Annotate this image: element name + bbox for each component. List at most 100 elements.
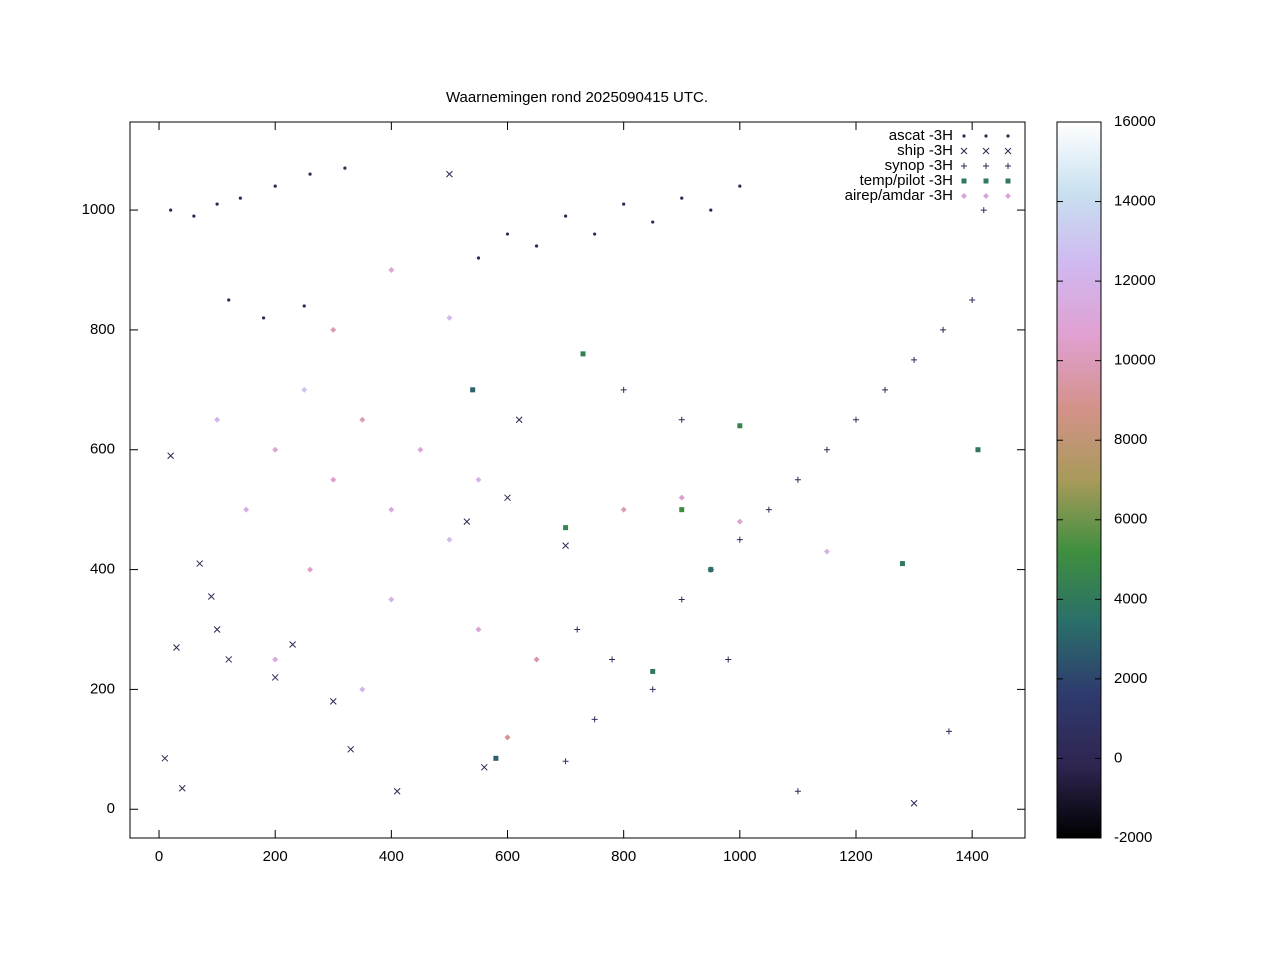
data-point <box>446 536 453 543</box>
data-point <box>169 208 173 212</box>
data-point <box>493 755 499 761</box>
data-point <box>359 416 366 423</box>
plot-area <box>161 166 987 807</box>
y-tick-label: 1000 <box>82 201 115 218</box>
data-point <box>446 170 453 178</box>
legend-marker <box>1005 193 1011 199</box>
data-point <box>504 494 511 502</box>
data-point <box>173 644 180 651</box>
legend-marker <box>1006 134 1010 138</box>
legend-marker <box>982 147 990 155</box>
data-point <box>504 734 511 741</box>
data-point <box>243 506 250 513</box>
legend-label: synop -3H <box>885 157 953 174</box>
legend-marker <box>961 178 967 184</box>
data-point <box>911 356 918 363</box>
data-point <box>678 494 685 501</box>
data-point <box>794 788 801 795</box>
x-tick-label: 400 <box>379 848 404 865</box>
data-point <box>562 758 569 765</box>
data-point <box>308 172 312 176</box>
data-point <box>480 763 488 771</box>
data-point <box>620 386 627 393</box>
legend-marker <box>1004 147 1012 155</box>
data-point <box>969 296 976 303</box>
data-point <box>470 387 476 393</box>
data-point <box>225 656 233 663</box>
x-tick-label: 1000 <box>723 848 756 865</box>
colorbar-label: -2000 <box>1114 829 1152 846</box>
legend-label: ship -3H <box>897 142 953 159</box>
data-point <box>388 506 395 513</box>
data-point <box>709 208 713 212</box>
data-point <box>737 423 743 429</box>
legend-marker <box>961 163 967 169</box>
chart-title: Waarnemingen rond 2025090415 UTC. <box>446 89 708 106</box>
colorbar-label: 0 <box>1114 749 1122 766</box>
data-point <box>271 674 279 681</box>
data-point <box>794 476 801 483</box>
data-point <box>738 184 742 188</box>
legend-label: ascat -3H <box>889 127 953 144</box>
data-point <box>261 316 266 320</box>
data-point <box>580 351 586 357</box>
data-point <box>823 446 830 453</box>
x-tick-label: 200 <box>263 848 288 865</box>
data-point <box>417 446 424 453</box>
data-point <box>347 745 355 753</box>
legend-marker <box>983 178 989 184</box>
data-point <box>574 626 581 633</box>
legend-label: airep/amdar -3H <box>845 187 953 204</box>
data-point <box>505 232 510 236</box>
data-point <box>302 304 306 308</box>
legend-marker <box>1005 178 1011 184</box>
data-point <box>852 416 859 423</box>
data-point <box>945 728 952 735</box>
data-point <box>388 596 395 603</box>
x-tick-label: 800 <box>611 848 636 865</box>
data-point <box>651 220 655 224</box>
data-point <box>329 698 337 705</box>
data-point <box>475 476 482 483</box>
data-point <box>161 754 169 762</box>
data-point <box>563 214 568 218</box>
data-point <box>388 266 395 273</box>
data-point <box>207 593 215 600</box>
data-point <box>238 196 242 200</box>
data-point <box>736 536 743 543</box>
data-point <box>343 166 347 170</box>
data-point <box>680 196 684 200</box>
data-point <box>534 244 539 248</box>
data-point <box>214 416 221 423</box>
data-point <box>359 686 366 693</box>
data-point <box>330 326 337 333</box>
data-point <box>650 668 656 674</box>
data-point <box>736 518 743 525</box>
data-point <box>273 184 277 188</box>
legend-marker <box>983 193 989 199</box>
colorbar-label: 10000 <box>1114 352 1156 369</box>
data-point <box>213 626 221 633</box>
data-point <box>272 446 279 453</box>
colorbar-label: 6000 <box>1114 511 1147 528</box>
legend-marker <box>962 134 966 138</box>
data-point <box>562 542 569 549</box>
data-point <box>227 298 231 302</box>
data-point <box>609 656 616 663</box>
data-point <box>463 518 471 525</box>
data-point <box>882 386 889 393</box>
data-point <box>899 561 905 567</box>
data-point <box>178 784 186 792</box>
data-point <box>192 214 196 218</box>
y-tick-label: 400 <box>90 561 115 578</box>
data-point <box>272 656 279 663</box>
colorbar-label: 4000 <box>1114 590 1147 607</box>
data-point <box>515 416 523 424</box>
legend-marker <box>961 193 967 199</box>
data-point <box>330 476 337 483</box>
y-tick-label: 200 <box>90 680 115 697</box>
data-point <box>940 326 947 333</box>
colorbar-label: 16000 <box>1114 113 1156 130</box>
x-tick-label: 1400 <box>955 848 988 865</box>
